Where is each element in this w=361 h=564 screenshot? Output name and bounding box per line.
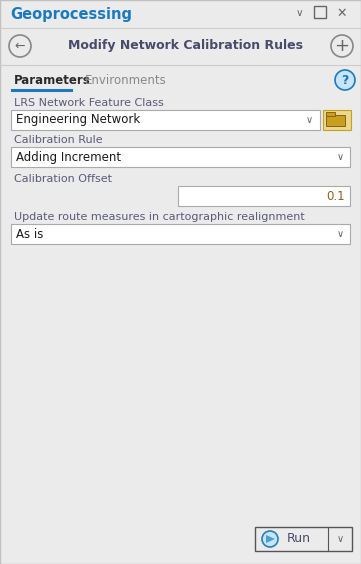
- Text: ✕: ✕: [337, 7, 347, 20]
- Text: ∨: ∨: [305, 115, 313, 125]
- Text: ←: ←: [15, 39, 25, 52]
- FancyBboxPatch shape: [255, 527, 352, 551]
- Text: ∨: ∨: [336, 152, 344, 162]
- Text: LRS Network Feature Class: LRS Network Feature Class: [14, 98, 164, 108]
- Text: Run: Run: [287, 532, 311, 545]
- Text: 0.1: 0.1: [326, 190, 345, 202]
- Text: Modify Network Calibration Rules: Modify Network Calibration Rules: [68, 39, 303, 52]
- FancyBboxPatch shape: [11, 110, 320, 130]
- Circle shape: [335, 70, 355, 90]
- Polygon shape: [266, 535, 275, 543]
- FancyBboxPatch shape: [326, 112, 335, 116]
- Text: Calibration Rule: Calibration Rule: [14, 135, 103, 145]
- Circle shape: [262, 531, 278, 547]
- Text: ?: ?: [341, 73, 349, 86]
- Text: As is: As is: [16, 227, 43, 240]
- Text: Parameters: Parameters: [14, 73, 91, 86]
- Text: Adding Increment: Adding Increment: [16, 151, 121, 164]
- FancyBboxPatch shape: [178, 186, 350, 206]
- Text: Engineering Network: Engineering Network: [16, 113, 140, 126]
- FancyBboxPatch shape: [11, 224, 350, 244]
- Text: Geoprocessing: Geoprocessing: [10, 7, 132, 23]
- Text: Update route measures in cartographic realignment: Update route measures in cartographic re…: [14, 212, 305, 222]
- FancyBboxPatch shape: [326, 115, 345, 126]
- Text: ∨: ∨: [336, 229, 344, 239]
- Text: ∨: ∨: [295, 8, 303, 18]
- Text: Calibration Offset: Calibration Offset: [14, 174, 112, 184]
- FancyBboxPatch shape: [323, 110, 351, 130]
- Text: +: +: [335, 37, 349, 55]
- FancyBboxPatch shape: [11, 147, 350, 167]
- Text: Environments: Environments: [85, 73, 167, 86]
- Text: ∨: ∨: [336, 534, 344, 544]
